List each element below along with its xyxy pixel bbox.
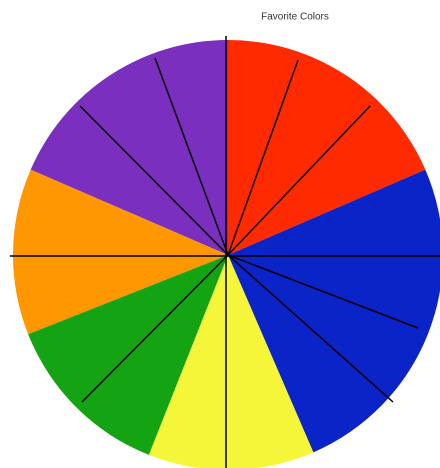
divider-line	[227, 254, 394, 403]
divider-lines	[10, 36, 440, 468]
divider-line	[81, 254, 229, 403]
divider-line	[227, 59, 299, 256]
pie-slice	[30, 40, 228, 255]
pie-slice	[148, 255, 314, 468]
divider-line	[154, 57, 229, 256]
pie-slice	[228, 40, 426, 255]
pie-slice	[228, 169, 440, 453]
pie	[13, 40, 440, 468]
pie-slice	[13, 169, 229, 335]
divider-line	[227, 105, 371, 256]
divider-line	[79, 105, 229, 256]
chart-title: Favorite Colors	[261, 12, 329, 23]
divider-line	[227, 254, 419, 329]
